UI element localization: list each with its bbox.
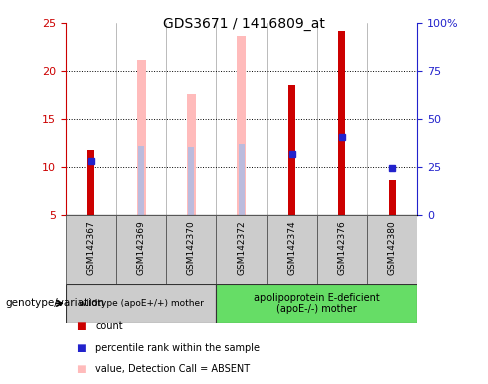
Bar: [138, 146, 144, 215]
Bar: [367, 215, 417, 284]
Text: value, Detection Call = ABSENT: value, Detection Call = ABSENT: [95, 364, 250, 374]
Text: count: count: [95, 321, 123, 331]
Bar: [116, 215, 166, 284]
Bar: [237, 36, 246, 215]
Text: wildtype (apoE+/+) mother: wildtype (apoE+/+) mother: [79, 299, 203, 308]
Bar: [87, 150, 95, 215]
Bar: [266, 215, 317, 284]
Bar: [166, 215, 217, 284]
Text: GSM142374: GSM142374: [287, 220, 296, 275]
Bar: [137, 60, 146, 215]
Bar: [217, 284, 417, 323]
Text: GSM142380: GSM142380: [387, 220, 397, 275]
Text: GDS3671 / 1416809_at: GDS3671 / 1416809_at: [163, 17, 325, 31]
Bar: [188, 147, 194, 215]
Bar: [288, 86, 295, 215]
Bar: [239, 144, 244, 215]
Text: GSM142367: GSM142367: [86, 220, 96, 275]
Text: GSM142369: GSM142369: [137, 220, 146, 275]
Text: GSM142370: GSM142370: [187, 220, 196, 275]
Bar: [187, 94, 196, 215]
Text: GSM142372: GSM142372: [237, 220, 246, 275]
Text: GSM142376: GSM142376: [337, 220, 346, 275]
Text: percentile rank within the sample: percentile rank within the sample: [95, 343, 260, 353]
Bar: [217, 215, 266, 284]
Bar: [388, 180, 396, 215]
Bar: [317, 215, 367, 284]
Text: genotype/variation: genotype/variation: [5, 298, 104, 308]
Text: ■: ■: [76, 343, 85, 353]
Text: ■: ■: [76, 321, 85, 331]
Text: apolipoprotein E-deficient
(apoE-/-) mother: apolipoprotein E-deficient (apoE-/-) mot…: [254, 293, 380, 314]
Text: ■: ■: [76, 364, 85, 374]
Bar: [66, 284, 217, 323]
Bar: [339, 31, 346, 215]
Bar: [66, 215, 116, 284]
